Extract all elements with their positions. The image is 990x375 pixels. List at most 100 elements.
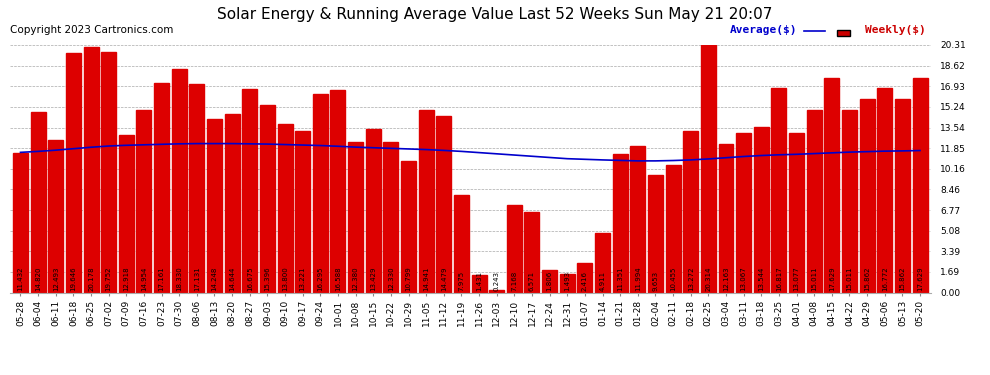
Bar [313,94,328,292]
Bar [525,212,540,292]
Bar [31,112,46,292]
Bar [647,175,663,292]
Text: 15.011: 15.011 [811,266,817,291]
Text: 15.011: 15.011 [846,266,852,291]
Text: Weekly($): Weekly($) [865,25,926,35]
Bar [842,110,857,292]
Text: 13.067: 13.067 [741,266,746,291]
FancyBboxPatch shape [837,30,850,36]
Bar [277,124,293,292]
Bar [877,88,892,292]
Bar [207,119,222,292]
Bar [137,110,151,292]
Bar [83,46,99,292]
Bar [613,154,628,292]
Text: 16.295: 16.295 [318,267,324,291]
Text: 12.918: 12.918 [124,266,130,291]
Text: 18.330: 18.330 [176,266,182,291]
Bar [789,133,804,292]
Text: 14.954: 14.954 [141,267,147,291]
Bar [825,78,840,292]
Bar [771,88,786,292]
Bar [401,161,416,292]
Text: 13.429: 13.429 [370,267,376,291]
Text: 14.644: 14.644 [229,267,236,291]
Text: 13.272: 13.272 [688,267,694,291]
Bar [631,146,645,292]
Text: Average($): Average($) [730,25,797,35]
Text: 16.817: 16.817 [776,266,782,291]
Bar [665,165,680,292]
Text: 17.131: 17.131 [194,266,200,291]
Bar [331,90,346,292]
Text: Solar Energy & Running Average Value Last 52 Weeks Sun May 21 20:07: Solar Energy & Running Average Value Las… [218,8,772,22]
Bar [701,45,716,292]
Text: 16.772: 16.772 [882,266,888,291]
Bar [577,263,592,292]
Bar [719,144,734,292]
Text: 20.178: 20.178 [88,266,94,291]
Text: 12.380: 12.380 [352,266,358,291]
Bar [101,52,116,292]
Text: 14.941: 14.941 [423,267,429,291]
Bar [807,110,822,292]
Text: 15.862: 15.862 [899,267,906,291]
Text: Copyright 2023 Cartronics.com: Copyright 2023 Cartronics.com [10,25,173,35]
Text: 12.330: 12.330 [388,266,394,291]
Text: 10.799: 10.799 [406,266,412,291]
Bar [507,205,522,292]
Text: 7.168: 7.168 [512,271,518,291]
Bar [683,131,698,292]
Text: 12.163: 12.163 [723,266,729,291]
Text: 13.221: 13.221 [300,267,306,291]
Bar [913,78,928,292]
Text: 9.653: 9.653 [652,271,658,291]
Bar [859,99,874,292]
Text: 0.243: 0.243 [494,271,500,291]
Bar [559,274,575,292]
Text: 17.161: 17.161 [158,266,164,291]
Text: 11.994: 11.994 [635,266,641,291]
Bar [13,153,28,292]
Text: 14.479: 14.479 [441,267,446,291]
Bar [365,129,381,292]
Bar [260,105,275,292]
Bar [348,142,363,292]
Bar [383,142,398,292]
Bar [243,89,257,292]
Bar [543,270,557,292]
Text: 19.752: 19.752 [106,267,112,291]
Text: 11.351: 11.351 [617,266,623,291]
Text: 13.800: 13.800 [282,266,288,291]
Bar [119,135,134,292]
Text: 13.077: 13.077 [794,266,800,291]
Bar [295,131,310,292]
Bar [49,140,63,292]
Bar [437,116,451,292]
Bar [225,114,240,292]
Text: 14.820: 14.820 [35,267,42,291]
Text: 10.455: 10.455 [670,267,676,291]
Bar [895,99,910,292]
Text: 14.248: 14.248 [212,267,218,291]
Text: 2.416: 2.416 [582,271,588,291]
Text: 13.544: 13.544 [758,267,764,291]
Bar [189,84,204,292]
Bar [595,232,610,292]
Bar [471,275,486,292]
Text: 15.396: 15.396 [264,266,270,291]
Text: 20.314: 20.314 [705,267,712,291]
Text: 17.629: 17.629 [829,266,835,291]
Text: 15.862: 15.862 [864,267,870,291]
Text: 11.432: 11.432 [18,267,24,291]
Bar [154,83,169,292]
Text: 19.646: 19.646 [70,266,76,291]
Text: 12.493: 12.493 [52,267,58,291]
Bar [454,195,469,292]
Bar [737,133,751,292]
Text: 1.431: 1.431 [476,271,482,291]
Bar [753,128,769,292]
Text: 16.588: 16.588 [335,266,341,291]
Bar [489,290,504,292]
Bar [419,110,434,292]
